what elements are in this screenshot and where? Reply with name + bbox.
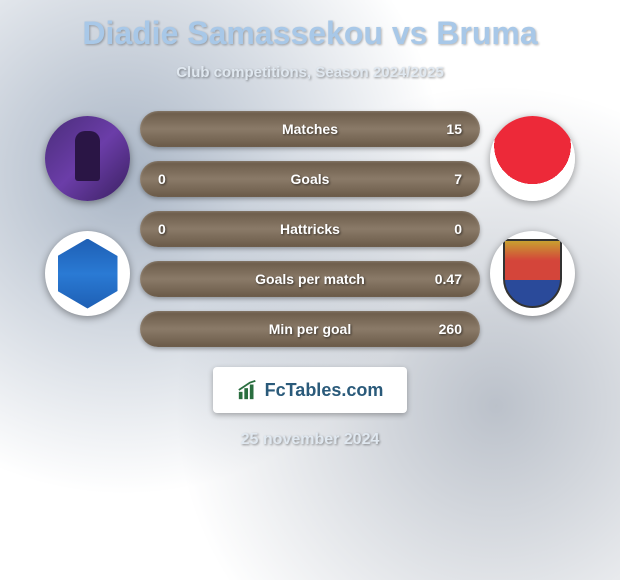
page-title: Diadie Samassekou vs Bruma [82,15,537,52]
stat-row-hattricks: 0 Hattricks 0 [140,211,480,247]
stat-right-value: 0 [432,221,462,237]
stat-row-min-per-goal: Min per goal 260 [140,311,480,347]
stat-label: Matches [282,121,338,137]
stat-right-value: 260 [432,321,462,337]
stat-left-value: 0 [158,171,188,187]
stat-row-goals-per-match: Goals per match 0.47 [140,261,480,297]
footer-section: FcTables.com 25 november 2024 [213,367,408,449]
stat-right-value: 0.47 [432,271,462,287]
stat-right-value: 7 [432,171,462,187]
stat-right-value: 15 [432,121,462,137]
page-subtitle: Club competitions, Season 2024/2025 [176,64,444,81]
stats-section: Matches 15 0 Goals 7 0 Hattricks 0 Goals… [140,111,480,347]
date-text: 25 november 2024 [241,431,380,449]
stat-row-matches: Matches 15 [140,111,480,147]
main-content: Matches 15 0 Goals 7 0 Hattricks 0 Goals… [10,111,610,347]
stat-label: Hattricks [280,221,340,237]
brand-text: FcTables.com [265,380,384,401]
stat-row-goals: 0 Goals 7 [140,161,480,197]
chart-icon [237,379,259,401]
stat-label: Goals [291,171,330,187]
right-avatars-column [490,111,575,316]
stat-label: Goals per match [255,271,365,287]
player2-avatar [490,116,575,201]
brand-box: FcTables.com [213,367,408,413]
comparison-container: Diadie Samassekou vs Bruma Club competit… [0,0,620,464]
club2-avatar [490,231,575,316]
club1-avatar [45,231,130,316]
left-avatars-column [45,111,130,316]
stat-left-value: 0 [158,221,188,237]
stat-label: Min per goal [269,321,351,337]
player1-avatar [45,116,130,201]
